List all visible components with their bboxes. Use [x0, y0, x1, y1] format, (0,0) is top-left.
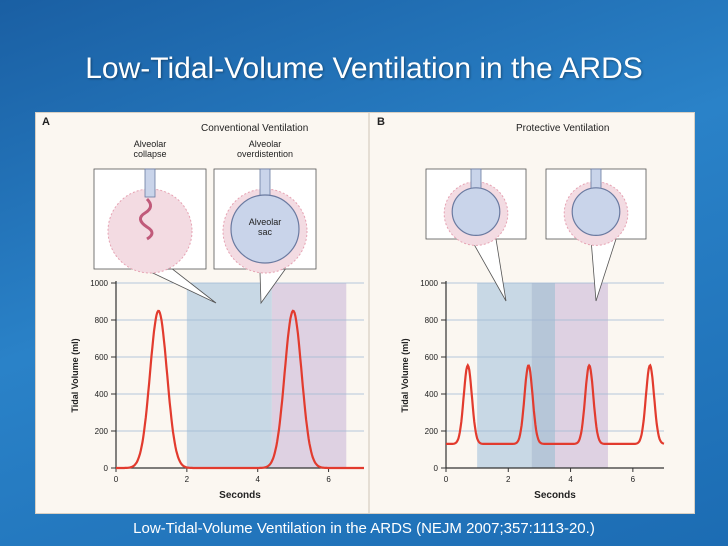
- caption: Low-Tidal-Volume Ventilation in the ARDS…: [0, 520, 728, 537]
- x-tick-label-line: 2: [185, 475, 190, 484]
- x-tick-label: 6: [631, 475, 636, 484]
- sac-label-line: Alveolar: [249, 217, 282, 227]
- airway-tube: [470, 168, 482, 191]
- inset-label-line: Alveolar: [249, 139, 282, 149]
- tidal-volume-curve: [116, 309, 364, 470]
- inset-collapse: [93, 168, 217, 304]
- collapsed-sac: [139, 197, 154, 241]
- panel-title-line: Protective Ventilation: [516, 123, 609, 134]
- y-tick-label: 800: [425, 316, 439, 325]
- panel-label-line: B: [377, 116, 385, 128]
- tidal-volume-curve: [446, 362, 665, 445]
- airway-tube: [144, 168, 156, 198]
- panel-title: Conventional Ventilation: [201, 123, 308, 134]
- y-tick-label-line: 1000: [90, 279, 108, 288]
- inset-label: Alveolar collapse: [133, 139, 166, 159]
- y-tick-label: 1000: [90, 279, 108, 288]
- panel-label: A: [42, 116, 50, 128]
- x-tick-label-line: 4: [255, 475, 260, 484]
- x-tick-label: 4: [568, 475, 573, 484]
- inset-label-line: collapse: [133, 149, 166, 159]
- sac-label: Alveolar sac: [249, 217, 282, 237]
- y-tick-label-line: 0: [104, 464, 109, 473]
- panel-title: Protective Ventilation: [516, 123, 609, 134]
- y-tick-label-line: 800: [425, 316, 439, 325]
- x-tick-label-line: 6: [631, 475, 636, 484]
- y-tick-label-line: 200: [425, 427, 439, 436]
- y-axis-label: Tidal Volume (ml): [70, 338, 80, 412]
- sac-label-line: sac: [258, 227, 273, 237]
- inset-label-line: overdistention: [237, 149, 293, 159]
- y-tick-label-line: 1000: [420, 279, 438, 288]
- panel-label: B: [377, 116, 385, 128]
- x-tick-label-line: 0: [114, 475, 119, 484]
- y-tick-label-line: 600: [95, 353, 109, 362]
- y-tick-label: 800: [95, 316, 109, 325]
- x-tick-label-line: 0: [444, 475, 449, 484]
- y-axis-label-line: Tidal Volume (ml): [400, 338, 410, 412]
- alveolar-sac: [230, 194, 300, 264]
- shaded-region: [477, 283, 532, 468]
- y-axis-label-line: Tidal Volume (ml): [70, 338, 80, 412]
- x-tick-label-line: 6: [326, 475, 331, 484]
- y-tick-label-line: 200: [95, 427, 109, 436]
- y-tick-label-line: 600: [425, 353, 439, 362]
- y-tick-label: 600: [425, 353, 439, 362]
- panel-title-line: Conventional Ventilation: [201, 123, 308, 134]
- shaded-region: [186, 283, 272, 468]
- airway-tube: [259, 168, 271, 198]
- y-tick-label-line: 0: [434, 464, 439, 473]
- y-tick-label: 1000: [420, 279, 438, 288]
- y-tick-label: 0: [434, 464, 439, 473]
- y-axis-label: Tidal Volume (ml): [400, 338, 410, 412]
- x-tick-label-line: 4: [568, 475, 573, 484]
- y-tick-label: 400: [95, 390, 109, 399]
- inset-protected: [425, 168, 527, 302]
- alveolar-sac: [571, 187, 621, 237]
- y-tick-label: 600: [95, 353, 109, 362]
- x-tick-label: 4: [255, 475, 260, 484]
- caption-citation: NEJM 2007;357:1113-20.: [421, 520, 590, 537]
- y-tick-label: 0: [104, 464, 109, 473]
- caption-text: Low-Tidal-Volume Ventilation in the ARDS…: [133, 520, 422, 537]
- panel-a: A Conventional Ventilation 0 200 400 600 800 10…: [42, 116, 364, 501]
- slide-title: Low-Tidal-Volume Ventilation in the ARDS: [85, 52, 643, 85]
- figure: A Conventional Ventilation 0 200 400 600 800 10…: [35, 112, 695, 514]
- x-tick-label: 0: [444, 475, 449, 484]
- y-tick-label: 400: [425, 390, 439, 399]
- y-tick-label: 200: [95, 427, 109, 436]
- y-tick-label: 200: [425, 427, 439, 436]
- inset-protected: [545, 168, 647, 302]
- x-tick-label-line: 2: [506, 475, 511, 484]
- x-axis-label-line: Seconds: [534, 490, 576, 501]
- x-tick-label: 6: [326, 475, 331, 484]
- x-tick-label: 2: [185, 475, 190, 484]
- y-tick-label-line: 400: [425, 390, 439, 399]
- panel-b: B Protective Ventilation 0 200 400 600 800 1000…: [377, 116, 665, 501]
- x-axis-label-line: Seconds: [219, 490, 261, 501]
- inset-overdistention: Alveolar sac: [213, 168, 317, 305]
- panel-label-line: A: [42, 116, 50, 128]
- y-tick-label-line: 800: [95, 316, 109, 325]
- caption-close: ): [589, 520, 595, 537]
- shaded-region: [531, 283, 555, 468]
- inset-label: Alveolar overdistention: [237, 139, 293, 159]
- x-axis-label: Seconds: [219, 490, 261, 501]
- inset-label-line: Alveolar: [134, 139, 167, 149]
- y-tick-label-line: 400: [95, 390, 109, 399]
- x-axis-label: Seconds: [534, 490, 576, 501]
- alveolar-sac: [451, 187, 501, 237]
- x-tick-label: 2: [506, 475, 511, 484]
- airway-tube: [590, 168, 602, 191]
- x-tick-label: 0: [114, 475, 119, 484]
